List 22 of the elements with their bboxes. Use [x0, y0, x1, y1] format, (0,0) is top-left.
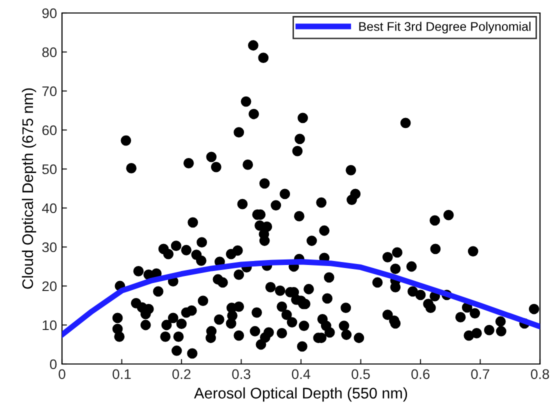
- y-tick-label: 40: [42, 203, 57, 214]
- x-axis-title: Aerosol Optical Depth (550 nm): [194, 387, 408, 402]
- x-tick-label: 0.2: [172, 369, 190, 380]
- x-tick-label: 0: [58, 369, 66, 380]
- x-tick-label: 0.1: [112, 369, 131, 380]
- y-tick-label: 70: [42, 86, 57, 96]
- y-tick-label: 0: [50, 359, 57, 370]
- x-tick-label: 0.7: [471, 369, 490, 380]
- y-tick-label: 50: [42, 164, 57, 174]
- y-tick-label: 20: [42, 281, 57, 292]
- y-tick-label: 60: [42, 125, 57, 136]
- x-tick-label: 0.3: [232, 369, 250, 380]
- y-tick-label: 10: [42, 320, 57, 330]
- y-tick-label: 90: [42, 8, 57, 18]
- y-tick-label: 80: [42, 47, 57, 58]
- x-tick-label: 0.4: [292, 369, 310, 380]
- x-tick-label: 0.6: [411, 369, 430, 380]
- x-tick-label: 0.5: [352, 369, 370, 380]
- legend-label: Best Fit 3rd Degree Polynomial: [359, 22, 530, 34]
- y-axis-title: Cloud Optical Depth (675 nm): [22, 88, 36, 289]
- y-tick-label: 30: [42, 242, 57, 252]
- x-tick-label: 0.8: [530, 369, 550, 380]
